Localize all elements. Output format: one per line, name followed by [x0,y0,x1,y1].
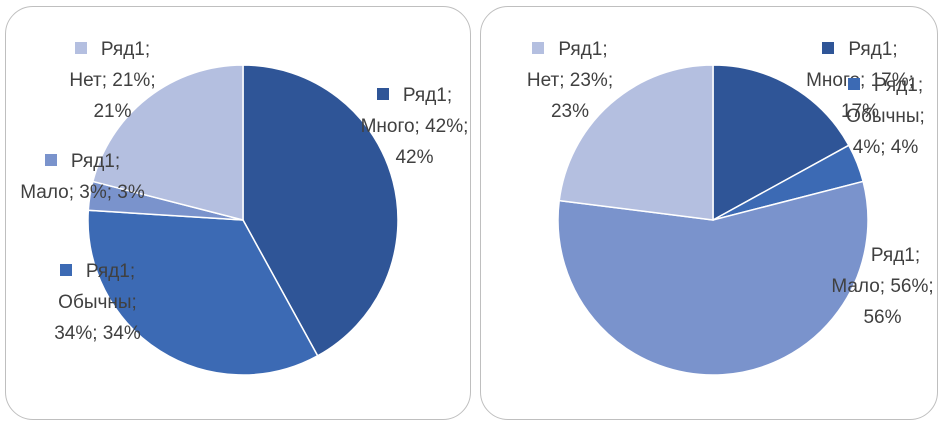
legend-marker [847,78,860,90]
legend-marker [59,264,72,276]
data-label-text: Ряд1; Мало; 56%; 56% [831,245,934,328]
legend-marker [376,88,389,100]
data-label-text: Ряд1; Нет; 21%; 21% [69,39,156,122]
chart-frame [5,6,471,420]
data-label: Ряд1; Много; 42%; 42% [357,80,472,173]
legend-marker [844,248,857,260]
data-label: Ряд1; Обычны; 4%; 4% [833,70,938,163]
pie-slice [712,64,850,222]
data-label-text: Ряд1; Нет; 23%; 23% [526,39,614,122]
data-label: Ряд1; Мало; 3%; 3% [20,146,145,208]
legend-marker [532,42,545,54]
data-label-text: Ряд1; Обычны; 34%; 34% [54,261,141,344]
pie-slice [558,64,714,221]
pie-slice [242,64,399,357]
data-label: Ряд1; Нет; 21%; 21% [55,34,170,127]
data-label: Ряд1; Нет; 23%; 23% [515,34,625,127]
chart-frame [480,6,938,420]
data-label-text: Ряд1; Много; 42%; 42% [360,85,469,168]
pie-slice [87,209,319,376]
data-label: Ряд1; Обычны; 34%; 34% [40,256,155,349]
data-label-text: Ряд1; Мало; 3%; 3% [20,151,145,203]
pie-slice [557,180,869,376]
legend-marker [44,154,57,166]
data-label-text: Ряд1; Обычны; 4%; 4% [846,75,925,158]
data-label: Ряд1; Много; 17%; 17% [805,34,915,127]
data-label: Ряд1; Мало; 56%; 56% [830,240,935,333]
legend-marker [822,42,835,54]
legend-marker [74,42,87,54]
data-label-text: Ряд1; Много; 17%; 17% [806,39,914,122]
pie-slice [91,64,244,221]
